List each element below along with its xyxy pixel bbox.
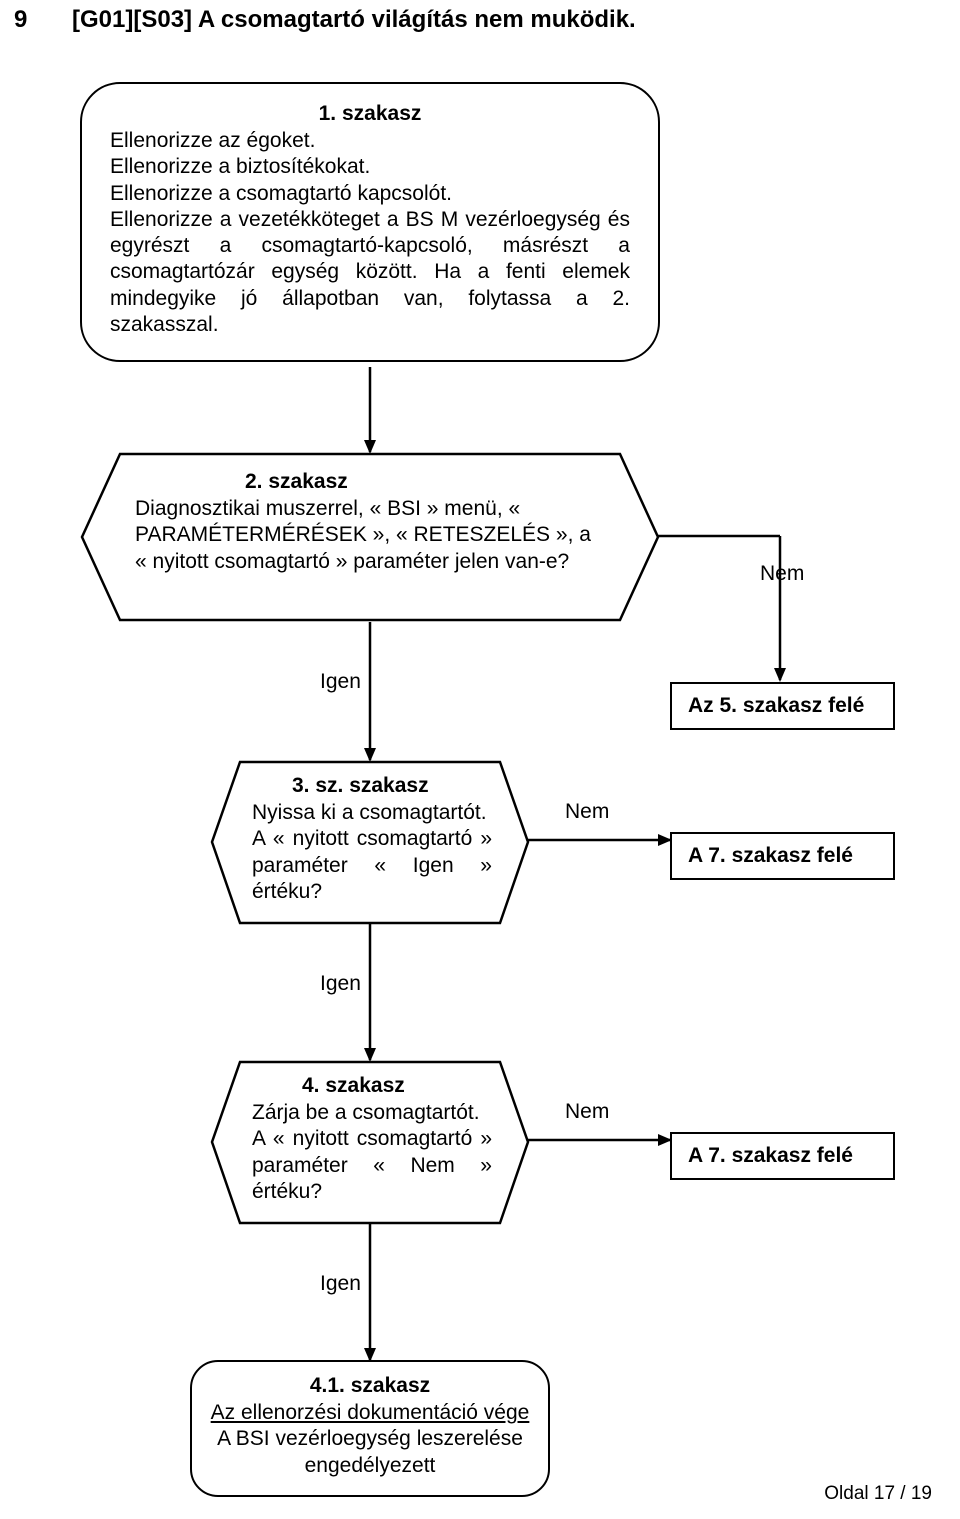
step2-decision: 2. szakasz Diagnosztikai muszerrel, « BS… bbox=[80, 452, 660, 622]
step4-line2: A « nyitott csomagtartó » paraméter « Ne… bbox=[252, 1126, 492, 1205]
step4-line1: Zárja be a csomagtartót. bbox=[252, 1100, 492, 1126]
flowchart-page: 9 [G01][S03] A csomagtartó világítás nem… bbox=[0, 0, 960, 1519]
step4-title: 4. szakasz bbox=[252, 1074, 492, 1098]
step2-text: Diagnosztikai muszerrel, « BSI » menü, «… bbox=[135, 496, 605, 575]
page-footer: Oldal 17 / 19 bbox=[824, 1483, 932, 1505]
label-nem-3: Nem bbox=[565, 800, 609, 824]
step41-line2: A BSI vezérloegység leszerelése engedély… bbox=[210, 1426, 530, 1479]
label-nem-2: Nem bbox=[760, 562, 804, 586]
step1-paragraph: Ellenorizze a vezetékköteget a BS M vezé… bbox=[110, 207, 630, 338]
result-step7a: A 7. szakasz felé bbox=[670, 832, 895, 880]
step3-decision: 3. sz. szakasz Nyissa ki a csomagtartót.… bbox=[210, 760, 530, 925]
result-step7b: A 7. szakasz felé bbox=[670, 1132, 895, 1180]
step41-terminal: 4.1. szakasz Az ellenorzési dokumentáció… bbox=[190, 1360, 550, 1497]
step3-line1: Nyissa ki a csomagtartót. bbox=[252, 800, 492, 826]
label-nem-4: Nem bbox=[565, 1100, 609, 1124]
result-step5: Az 5. szakasz felé bbox=[670, 682, 895, 730]
step3-title: 3. sz. szakasz bbox=[252, 774, 492, 798]
section-number: 9 bbox=[14, 6, 27, 34]
step3-line2: A « nyitott csomagtartó » paraméter « Ig… bbox=[252, 826, 492, 905]
step1-title: 1. szakasz bbox=[110, 102, 630, 126]
step1-line3: Ellenorizze a csomagtartó kapcsolót. bbox=[110, 181, 630, 207]
label-igen-4: Igen bbox=[320, 1272, 361, 1296]
step4-decision: 4. szakasz Zárja be a csomagtartót. A « … bbox=[210, 1060, 530, 1225]
page-title: [G01][S03] A csomagtartó világítás nem m… bbox=[72, 6, 636, 34]
step1-line1: Ellenorizze az égoket. bbox=[110, 128, 630, 154]
step2-title: 2. szakasz bbox=[135, 470, 605, 494]
step41-title: 4.1. szakasz bbox=[210, 1374, 530, 1398]
step1-line2: Ellenorizze a biztosítékokat. bbox=[110, 154, 630, 180]
label-igen-2: Igen bbox=[320, 670, 361, 694]
step1-process: 1. szakasz Ellenorizze az égoket. Elleno… bbox=[80, 82, 660, 362]
label-igen-3: Igen bbox=[320, 972, 361, 996]
step41-line1: Az ellenorzési dokumentáció vége bbox=[210, 1400, 530, 1426]
